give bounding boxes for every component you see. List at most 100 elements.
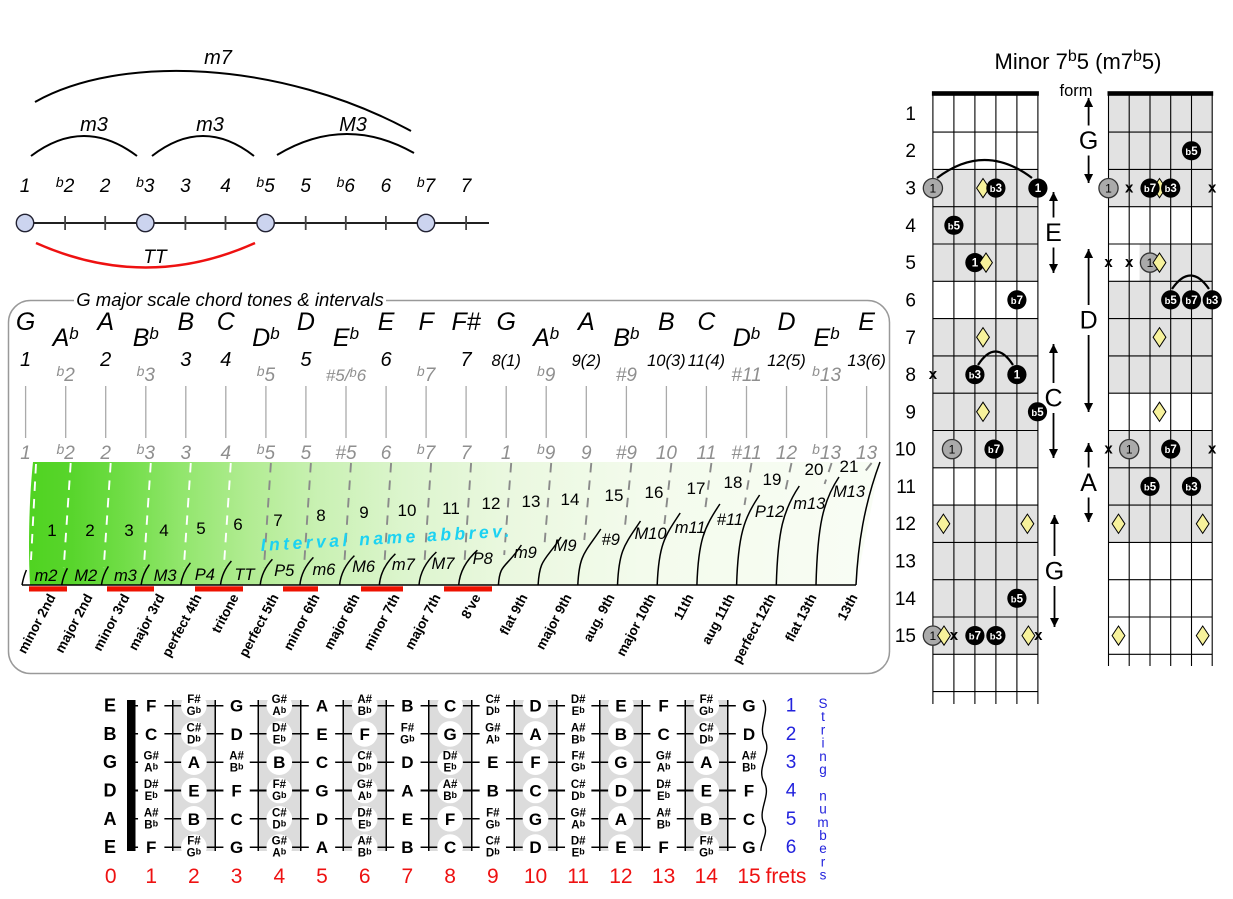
svg-text:7: 7 xyxy=(402,865,414,888)
svg-text:A: A xyxy=(576,308,595,336)
svg-text:b7: b7 xyxy=(1165,444,1177,456)
svg-text:C#: C# xyxy=(571,779,586,791)
svg-text:m9: m9 xyxy=(514,544,537,562)
svg-text:B: B xyxy=(104,724,117,744)
svg-text:b7: b7 xyxy=(417,174,437,197)
svg-text:m3: m3 xyxy=(196,114,224,136)
svg-text:6: 6 xyxy=(233,515,242,534)
svg-text:M7: M7 xyxy=(432,555,456,573)
svg-text:Eb: Eb xyxy=(444,762,458,775)
svg-text:b5: b5 xyxy=(948,220,961,232)
svg-text:A#: A# xyxy=(144,807,159,819)
svg-text:t: t xyxy=(821,709,825,724)
svg-text:b9: b9 xyxy=(537,441,556,464)
svg-text:G: G xyxy=(529,810,542,829)
svg-text:1: 1 xyxy=(949,443,956,457)
svg-text:B: B xyxy=(401,838,413,857)
svg-text:2: 2 xyxy=(786,724,797,745)
svg-text:2: 2 xyxy=(99,443,111,464)
svg-text:9(2): 9(2) xyxy=(572,352,601,370)
svg-text:Gb: Gb xyxy=(699,847,714,860)
svg-text:1: 1 xyxy=(905,104,916,125)
svg-text:3: 3 xyxy=(180,176,191,197)
svg-text:C: C xyxy=(444,697,456,716)
svg-text:D: D xyxy=(1080,307,1098,335)
svg-text:M13: M13 xyxy=(833,483,866,501)
svg-text:1: 1 xyxy=(1014,370,1021,382)
svg-text:b3: b3 xyxy=(137,363,156,386)
svg-text:A: A xyxy=(1080,469,1097,497)
svg-text:4: 4 xyxy=(220,349,231,371)
svg-text:A: A xyxy=(700,753,712,772)
svg-text:19: 19 xyxy=(763,470,782,489)
svg-text:Ab: Ab xyxy=(358,790,372,803)
svg-text:7: 7 xyxy=(461,176,473,197)
svg-text:form: form xyxy=(1060,82,1093,100)
svg-text:1: 1 xyxy=(930,182,937,196)
svg-text:Bb: Bb xyxy=(358,847,372,860)
svg-text:1: 1 xyxy=(1035,183,1042,195)
svg-text:A: A xyxy=(188,753,200,772)
svg-text:#5/b6: #5/b6 xyxy=(326,365,367,385)
svg-text:x: x xyxy=(950,627,959,644)
svg-text:Ab: Ab xyxy=(272,705,286,718)
svg-text:m: m xyxy=(817,815,828,830)
svg-text:G major scale chord tones & in: G major scale chord tones & intervals xyxy=(76,289,383,310)
svg-text:b3: b3 xyxy=(1206,295,1218,307)
svg-text:D#: D# xyxy=(443,751,458,763)
svg-text:Eb: Eb xyxy=(572,847,586,860)
svg-text:x: x xyxy=(1208,441,1217,458)
svg-text:1: 1 xyxy=(930,629,937,643)
svg-text:13: 13 xyxy=(522,492,541,511)
svg-text:b5: b5 xyxy=(1185,146,1198,158)
svg-text:E: E xyxy=(316,725,327,744)
svg-text:F#: F# xyxy=(401,722,415,734)
svg-text:18: 18 xyxy=(724,473,743,492)
svg-text:Ab: Ab xyxy=(144,762,158,775)
svg-text:b7: b7 xyxy=(417,363,437,386)
svg-text:G: G xyxy=(496,308,515,336)
svg-text:b13: b13 xyxy=(812,363,841,386)
svg-text:b13: b13 xyxy=(812,441,841,464)
svg-text:6: 6 xyxy=(786,837,797,858)
svg-text:u: u xyxy=(819,802,827,817)
svg-text:1: 1 xyxy=(501,443,512,464)
svg-text:4: 4 xyxy=(159,521,168,540)
svg-text:G: G xyxy=(230,838,243,857)
svg-text:b7: b7 xyxy=(417,441,437,464)
svg-text:E: E xyxy=(615,838,626,857)
svg-text:1: 1 xyxy=(786,696,797,717)
svg-text:7: 7 xyxy=(461,349,473,371)
svg-text:E: E xyxy=(188,782,199,801)
svg-text:A: A xyxy=(104,809,117,829)
svg-text:m13: m13 xyxy=(793,495,826,513)
svg-text:C#: C# xyxy=(699,722,714,734)
svg-text:b3: b3 xyxy=(137,441,156,464)
svg-text:G: G xyxy=(1045,558,1064,586)
svg-text:4: 4 xyxy=(220,176,231,197)
svg-text:g: g xyxy=(819,762,827,777)
svg-text:b5: b5 xyxy=(256,174,275,197)
svg-text:B: B xyxy=(401,697,413,716)
svg-text:E: E xyxy=(615,697,626,716)
svg-text:3: 3 xyxy=(786,752,797,773)
svg-text:G: G xyxy=(103,752,117,772)
svg-text:m3: m3 xyxy=(114,567,138,585)
svg-text:11: 11 xyxy=(442,499,460,518)
svg-text:G#: G# xyxy=(571,807,587,819)
svg-text:14: 14 xyxy=(561,490,580,509)
svg-text:#11: #11 xyxy=(731,365,761,386)
svg-text:x: x xyxy=(1125,254,1134,271)
svg-text:D: D xyxy=(615,782,627,801)
svg-text:Eb: Eb xyxy=(657,790,671,803)
svg-text:#11: #11 xyxy=(731,443,761,464)
svg-text:B: B xyxy=(700,810,712,829)
svg-text:G: G xyxy=(443,725,456,744)
svg-text:D#: D# xyxy=(571,836,586,848)
svg-text:A#: A# xyxy=(742,751,757,763)
svg-text:A: A xyxy=(401,782,413,801)
svg-text:12: 12 xyxy=(609,865,632,888)
svg-text:D: D xyxy=(777,308,795,336)
svg-text:TT: TT xyxy=(234,566,256,584)
svg-text:Bb: Bb xyxy=(230,762,244,775)
